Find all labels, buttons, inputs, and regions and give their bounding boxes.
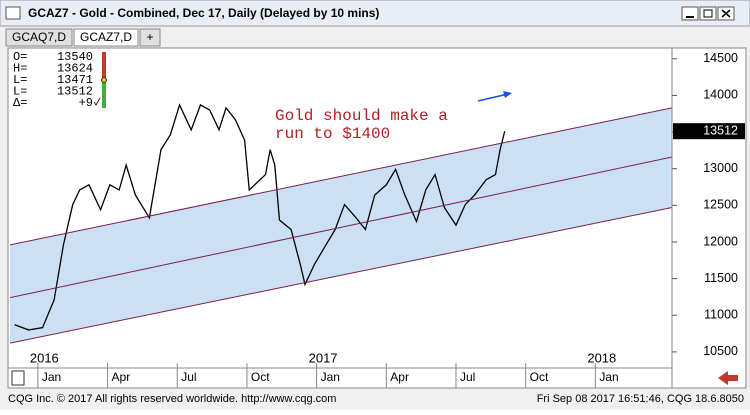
channel-band (10, 107, 672, 344)
price-tag (673, 123, 745, 140)
window-title: GCAZ7 - Gold - Combined, Dec 17, Daily (… (28, 6, 379, 20)
year-label: 2016 (30, 350, 59, 365)
y-tick-label: 11000 (704, 308, 738, 322)
window-buttons[interactable] (681, 6, 735, 21)
year-label: 2018 (587, 350, 616, 365)
x-tick-label: Jan (42, 370, 61, 384)
x-tick-label: Oct (530, 370, 549, 384)
trend-arrow-head (503, 91, 512, 98)
maximize[interactable] (699, 6, 717, 21)
x-tick-label: Jan (599, 370, 618, 384)
x-tick-label: Oct (251, 370, 270, 384)
footer-right: Fri Sep 08 2017 16:51:46, CQG 18.6.8050 (537, 393, 744, 405)
y-tick-label: 11500 (704, 271, 738, 285)
plot-area (10, 103, 672, 344)
quote-value: 13540 (57, 50, 93, 64)
channel-line (10, 207, 672, 344)
app-icon (5, 6, 21, 20)
quote-label: L= (13, 73, 27, 87)
trend-arrow (477, 93, 509, 102)
quote-value: 13512 (57, 85, 93, 99)
check-icon (93, 97, 101, 106)
y-tick-label: 14000 (703, 88, 738, 102)
tab-add-label[interactable]: + (146, 30, 153, 44)
y-tick-label: 10500 (703, 344, 738, 358)
quote-label: H= (13, 62, 27, 76)
scroll-arrow (718, 371, 738, 385)
quote-label: L= (13, 85, 27, 99)
quote-marker (101, 77, 107, 83)
quote-value: 13624 (57, 62, 93, 76)
year-label: 2017 (309, 350, 338, 365)
x-tick-label: Jul (181, 370, 196, 384)
x-tick-label: Apr (112, 370, 131, 384)
x-tick-label: Jan (321, 370, 340, 384)
tab-label[interactable]: GCAZ7,D (80, 30, 132, 44)
tab-label[interactable]: GCAQ7,D (12, 30, 66, 44)
x-tick-label: Jul (460, 370, 475, 384)
annotation: run to $1400 (275, 125, 390, 143)
minimize[interactable] (681, 6, 699, 21)
quote-value: +9 (79, 96, 93, 110)
quote-label: O= (13, 50, 27, 64)
channel-line (10, 156, 672, 299)
channel-line (10, 107, 672, 246)
quote-label: Δ= (13, 96, 27, 110)
y-tick-label: 14500 (703, 51, 738, 65)
tab-active[interactable] (73, 28, 139, 47)
title-bar (0, 0, 750, 27)
quote-value: 13471 (57, 73, 93, 87)
annotation: Gold should make a (275, 107, 448, 125)
tab[interactable] (5, 28, 73, 47)
x-tick-label: Apr (390, 370, 409, 384)
y-tick-label: 12000 (703, 234, 738, 248)
quote-indicator (102, 52, 106, 80)
price-tag-label: 13512 (703, 123, 738, 137)
corner-box (11, 370, 25, 386)
y-tick-label: 13000 (703, 161, 738, 175)
y-tick-label: 12500 (703, 198, 738, 212)
x-label-row (7, 367, 673, 389)
price-line (14, 103, 506, 331)
footer-left: CQG Inc. © 2017 All rights reserved worl… (8, 393, 336, 405)
quote-indicator (102, 80, 106, 108)
tab-add[interactable] (139, 28, 161, 47)
